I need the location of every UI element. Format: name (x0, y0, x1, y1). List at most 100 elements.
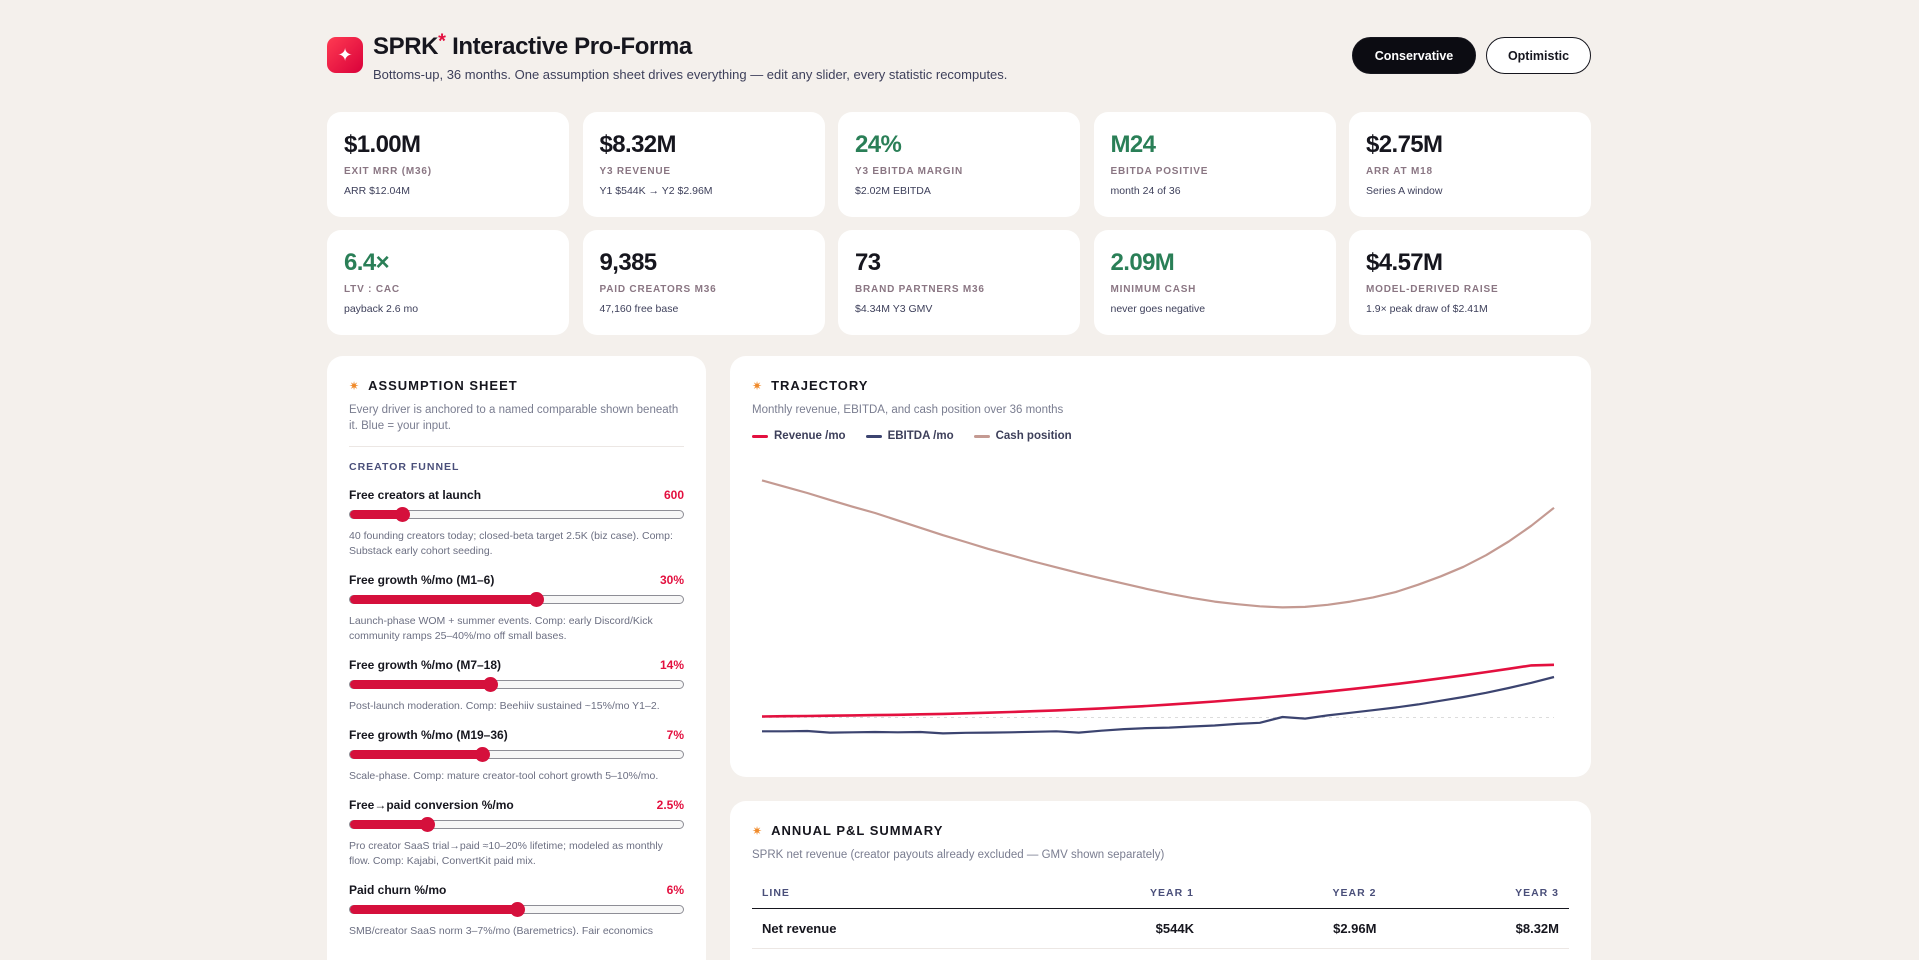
slider-note: 40 founding creators today; closed-beta … (349, 530, 673, 557)
col-year-1: YEAR 1 (1021, 879, 1204, 909)
slider-value: 6% (666, 883, 684, 897)
kpi-sub: Series A window (1366, 185, 1443, 197)
kpi-value: M24 (1110, 131, 1156, 158)
slider-label: Free→paid conversion %/mo (349, 798, 514, 812)
kpi-value: 24% (855, 131, 902, 158)
row-year-2: $2.96M (1203, 908, 1387, 949)
slider-list: Free creators at launch 600 40 founding cr… (349, 488, 684, 939)
slider-handle[interactable] (529, 592, 545, 607)
slider-track[interactable] (349, 507, 684, 522)
trajectory-panel: ✷ TRAJECTORY Monthly revenue, EBITDA, an… (730, 356, 1591, 777)
kpi-card: $1.00M EXIT MRR (M36) ARR $12.04M (327, 112, 569, 217)
slider-track[interactable] (349, 817, 684, 832)
slider-label: Free growth %/mo (M7–18) (349, 658, 502, 672)
assumption-sheet-desc: Every driver is anchored to a named comp… (349, 404, 679, 432)
slider-fill (350, 595, 537, 604)
kpi-sub: 47,160 free base (599, 303, 679, 315)
slider-item: Free→paid conversion %/mo 2.5% Pro creator… (349, 798, 684, 869)
slider-track[interactable] (349, 677, 684, 692)
table-row: Net revenue $544K $2.96M $8.32M (752, 908, 1569, 949)
slider-value: 2.5% (656, 798, 684, 812)
kpi-label: ARR AT M18 (1366, 166, 1433, 177)
kpi-label: EBITDA POSITIVE (1110, 166, 1209, 177)
legend-ebitda[interactable]: EBITDA /mo (865, 430, 954, 442)
creator-funnel-heading: CREATOR FUNNEL (349, 461, 460, 473)
kpi-value: $8.32M (599, 131, 677, 158)
slider-item: Free growth %/mo (M19–36) 7% Scale-phase. … (349, 728, 684, 784)
slider-handle[interactable] (509, 902, 525, 917)
kpi-card: $8.32M Y3 REVENUE Y1 $544K → Y2 $2.96M (582, 112, 825, 217)
kpi-sub: $2.02M EBITDA (855, 185, 931, 197)
kpi-value: $2.75M (1366, 131, 1443, 158)
slider-item: Paid churn %/mo 6% SMB/creator SaaS norm 3… (349, 883, 684, 939)
slider-fill (350, 750, 482, 759)
slider-handle[interactable] (474, 747, 490, 762)
slider-handle[interactable] (394, 507, 410, 522)
header: ✦ SPRK* Interactive Pro-Forma Bottoms-up… (327, 32, 1591, 93)
kpi-label: Y3 REVENUE (599, 166, 671, 177)
legend-cash[interactable]: Cash position (973, 430, 1072, 442)
kpi-value: 73 (855, 249, 881, 276)
trajectory-chart (761, 479, 1555, 735)
kpi-value: $1.00M (344, 131, 421, 158)
sparkle-icon: ✦ (327, 37, 363, 73)
pnl-table: LINE YEAR 1 YEAR 2 YEAR 3 Net revenue $5… (752, 879, 1569, 949)
slider-value: 600 (663, 488, 684, 502)
slider-fill (350, 905, 517, 914)
conservative-button[interactable]: Conservative (1352, 37, 1476, 74)
trajectory-heading: TRAJECTORY (771, 378, 869, 393)
legend-swatch-revenue (752, 434, 768, 438)
row-label: Net revenue (752, 908, 1022, 949)
slider-item: Free creators at launch 600 40 founding cr… (349, 488, 684, 559)
col-line: LINE (752, 879, 1022, 909)
kpi-card: 24% Y3 EBITDA MARGIN $2.02M EBITDA (838, 112, 1080, 217)
slider-handle[interactable] (482, 677, 498, 692)
assumption-sheet-title: ✷ ASSUMPTION SHEET (349, 378, 684, 393)
kpi-label: PAID CREATORS M36 (599, 284, 717, 295)
slider-fill (350, 510, 402, 519)
slider-note: Launch-phase WOM + summer events. Comp: … (349, 615, 653, 642)
slider-head: Free growth %/mo (M7–18) 14% (349, 658, 684, 672)
slider-label: Free creators at launch (349, 488, 482, 502)
series-line-ebitda (762, 675, 1555, 735)
legend-swatch-cash (973, 434, 990, 438)
slider-note: Scale-phase. Comp: mature creator-tool c… (349, 770, 659, 782)
assumption-sheet-heading: ASSUMPTION SHEET (368, 378, 518, 393)
slider-handle[interactable] (419, 817, 435, 832)
assumption-sheet-panel: ✷ ASSUMPTION SHEET Every driver is ancho… (327, 356, 706, 960)
kpi-label: BRAND PARTNERS M36 (855, 284, 985, 295)
kpi-sub: Y1 $544K → Y2 $2.96M (599, 185, 713, 197)
kpi-sub: month 24 of 36 (1110, 185, 1181, 197)
trajectory-title: ✷ TRAJECTORY (752, 378, 1569, 393)
slider-label: Free growth %/mo (M19–36) (349, 728, 508, 742)
slider-label: Free growth %/mo (M1–6) (349, 573, 495, 587)
kpi-card: 6.4× LTV : CAC payback 2.6 mo (327, 230, 569, 335)
chart-legend: Revenue /mo EBITDA /mo Cash position (752, 430, 1569, 442)
kpi-label: MINIMUM CASH (1110, 284, 1197, 295)
slider-fill (350, 820, 427, 829)
kpi-label: MODEL-DERIVED RAISE (1366, 284, 1499, 295)
kpi-value: 9,385 (599, 249, 658, 276)
kpi-card: 2.09M MINIMUM CASH never goes negative (1093, 230, 1336, 335)
kpi-card: $2.75M ARR AT M18 Series A window (1349, 112, 1591, 217)
trajectory-desc: Monthly revenue, EBITDA, and cash positi… (752, 404, 1064, 416)
optimistic-button[interactable]: Optimistic (1486, 37, 1591, 74)
slider-track[interactable] (349, 592, 684, 607)
page-title: SPRK* Interactive Pro-Forma (373, 32, 692, 61)
slider-track[interactable] (349, 902, 684, 917)
kpi-card: 9,385 PAID CREATORS M36 47,160 free base (582, 230, 825, 335)
legend-label-ebitda: EBITDA /mo (887, 430, 954, 442)
pnl-panel: ✷ ANNUAL P&L SUMMARY SPRK net revenue (c… (730, 801, 1591, 960)
slider-head: Free growth %/mo (M19–36) 7% (349, 728, 684, 742)
legend-revenue[interactable]: Revenue /mo (752, 430, 846, 442)
slider-track[interactable] (349, 747, 684, 762)
kpi-sub: never goes negative (1110, 303, 1206, 315)
divider (349, 446, 684, 447)
pnl-desc: SPRK net revenue (creator payouts alread… (752, 849, 1165, 861)
slider-head: Free creators at launch 600 (349, 488, 684, 502)
sun-icon: ✷ (752, 823, 764, 838)
kpi-sub: payback 2.6 mo (344, 303, 419, 315)
kpi-card: 73 BRAND PARTNERS M36 $4.34M Y3 GMV (838, 230, 1080, 335)
slider-head: Free→paid conversion %/mo 2.5% (349, 798, 684, 812)
legend-swatch-ebitda (865, 434, 882, 438)
